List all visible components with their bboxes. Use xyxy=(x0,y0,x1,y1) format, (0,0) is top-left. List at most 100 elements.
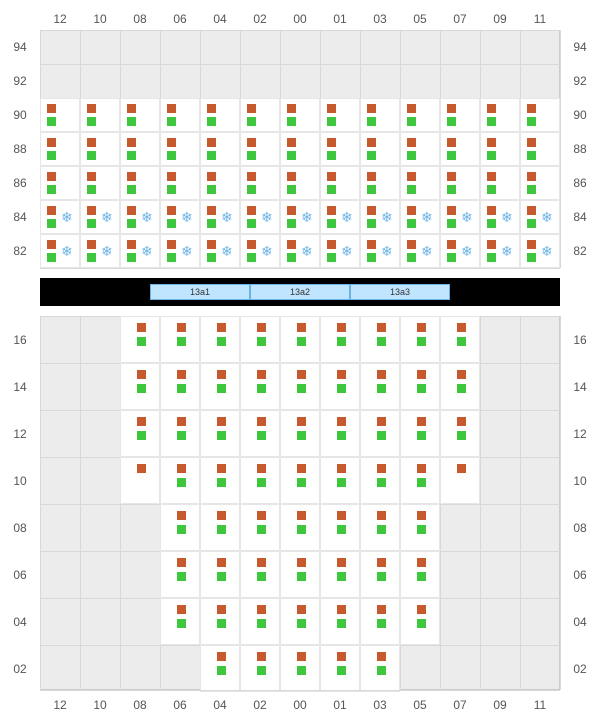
seat-cell[interactable] xyxy=(240,598,280,645)
seat-cell[interactable]: ❄ xyxy=(40,200,80,234)
seat-cell[interactable] xyxy=(360,551,400,598)
seat-cell[interactable] xyxy=(120,316,160,363)
seat-cell[interactable] xyxy=(360,316,400,363)
seat-cell[interactable] xyxy=(400,132,440,166)
seat-cell[interactable] xyxy=(280,166,320,200)
seat-cell[interactable] xyxy=(320,598,360,645)
seat-cell[interactable] xyxy=(400,166,440,200)
seat-cell[interactable]: ❄ xyxy=(200,234,240,268)
seat-cell[interactable] xyxy=(480,98,520,132)
seat-cell[interactable] xyxy=(280,132,320,166)
seat-cell[interactable] xyxy=(320,551,360,598)
seat-cell[interactable] xyxy=(160,410,200,457)
seat-cell[interactable] xyxy=(80,132,120,166)
seat-cell[interactable] xyxy=(360,598,400,645)
seat-cell[interactable] xyxy=(360,132,400,166)
seat-cell[interactable]: ❄ xyxy=(360,234,400,268)
seat-cell[interactable]: ❄ xyxy=(120,200,160,234)
seat-cell[interactable] xyxy=(40,132,80,166)
seat-cell[interactable]: ❄ xyxy=(80,234,120,268)
seat-cell[interactable] xyxy=(360,504,400,551)
aisle-label[interactable]: 13a2 xyxy=(250,284,350,300)
seat-cell[interactable] xyxy=(400,98,440,132)
seat-cell[interactable] xyxy=(280,316,320,363)
seat-cell[interactable] xyxy=(400,410,440,457)
seat-cell[interactable] xyxy=(200,363,240,410)
seat-cell[interactable] xyxy=(360,98,400,132)
seat-cell[interactable] xyxy=(200,504,240,551)
seat-cell[interactable]: ❄ xyxy=(400,234,440,268)
seat-cell[interactable] xyxy=(160,363,200,410)
seat-cell[interactable] xyxy=(200,316,240,363)
seat-cell[interactable]: ❄ xyxy=(200,200,240,234)
seat-cell[interactable] xyxy=(240,166,280,200)
seat-cell[interactable] xyxy=(440,410,480,457)
seat-cell[interactable] xyxy=(280,98,320,132)
seat-cell[interactable]: ❄ xyxy=(160,200,200,234)
seat-cell[interactable]: ❄ xyxy=(320,234,360,268)
seat-cell[interactable] xyxy=(320,504,360,551)
seat-cell[interactable] xyxy=(440,316,480,363)
seat-cell[interactable] xyxy=(200,457,240,504)
seat-cell[interactable] xyxy=(400,598,440,645)
seat-cell[interactable]: ❄ xyxy=(120,234,160,268)
seat-cell[interactable] xyxy=(120,457,160,504)
seat-cell[interactable] xyxy=(360,166,400,200)
seat-cell[interactable] xyxy=(520,132,560,166)
seat-cell[interactable] xyxy=(320,132,360,166)
seat-cell[interactable] xyxy=(480,132,520,166)
seat-cell[interactable] xyxy=(400,457,440,504)
seat-cell[interactable] xyxy=(320,98,360,132)
seat-cell[interactable] xyxy=(40,166,80,200)
seat-cell[interactable] xyxy=(280,645,320,692)
aisle-label[interactable]: 13a3 xyxy=(350,284,450,300)
seat-cell[interactable]: ❄ xyxy=(280,234,320,268)
seat-cell[interactable]: ❄ xyxy=(440,200,480,234)
seat-cell[interactable] xyxy=(360,363,400,410)
seat-cell[interactable] xyxy=(200,551,240,598)
seat-cell[interactable] xyxy=(280,410,320,457)
seat-cell[interactable] xyxy=(240,132,280,166)
seat-cell[interactable]: ❄ xyxy=(40,234,80,268)
seat-cell[interactable] xyxy=(160,166,200,200)
seat-cell[interactable] xyxy=(160,132,200,166)
seat-cell[interactable] xyxy=(360,457,400,504)
seat-cell[interactable]: ❄ xyxy=(320,200,360,234)
seat-cell[interactable] xyxy=(280,363,320,410)
seat-cell[interactable] xyxy=(240,457,280,504)
seat-cell[interactable] xyxy=(520,98,560,132)
seat-cell[interactable] xyxy=(240,98,280,132)
seat-cell[interactable]: ❄ xyxy=(400,200,440,234)
seat-cell[interactable] xyxy=(320,363,360,410)
seat-cell[interactable] xyxy=(360,410,400,457)
seat-cell[interactable] xyxy=(240,551,280,598)
aisle-label[interactable]: 13a1 xyxy=(150,284,250,300)
seat-cell[interactable] xyxy=(520,166,560,200)
seat-cell[interactable] xyxy=(80,98,120,132)
seat-cell[interactable] xyxy=(440,98,480,132)
seat-cell[interactable]: ❄ xyxy=(520,200,560,234)
seat-cell[interactable] xyxy=(280,504,320,551)
seat-cell[interactable] xyxy=(480,166,520,200)
seat-cell[interactable] xyxy=(40,98,80,132)
seat-cell[interactable] xyxy=(160,551,200,598)
seat-cell[interactable] xyxy=(400,363,440,410)
seat-cell[interactable] xyxy=(280,598,320,645)
seat-cell[interactable] xyxy=(200,410,240,457)
seat-cell[interactable] xyxy=(160,98,200,132)
seat-cell[interactable] xyxy=(160,316,200,363)
seat-cell[interactable] xyxy=(240,504,280,551)
seat-cell[interactable]: ❄ xyxy=(160,234,200,268)
seat-cell[interactable] xyxy=(200,645,240,692)
seat-cell[interactable] xyxy=(160,504,200,551)
seat-cell[interactable] xyxy=(280,457,320,504)
seat-cell[interactable] xyxy=(400,504,440,551)
seat-cell[interactable] xyxy=(360,645,400,692)
seat-cell[interactable]: ❄ xyxy=(280,200,320,234)
seat-cell[interactable] xyxy=(200,132,240,166)
seat-cell[interactable] xyxy=(120,363,160,410)
seat-cell[interactable]: ❄ xyxy=(360,200,400,234)
seat-cell[interactable] xyxy=(240,363,280,410)
seat-cell[interactable]: ❄ xyxy=(240,200,280,234)
seat-cell[interactable] xyxy=(200,166,240,200)
